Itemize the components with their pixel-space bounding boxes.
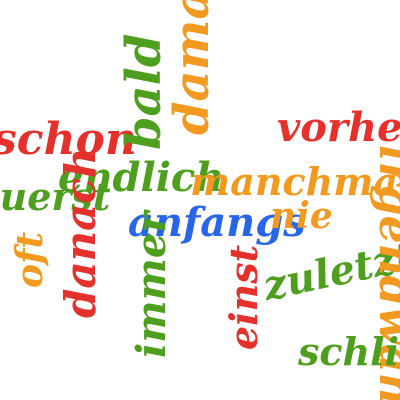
word-anfangs: anfangs (128, 199, 306, 246)
word-damals: damals (164, 0, 220, 135)
word-vorher: vorher (277, 104, 400, 151)
word-immer: immer (128, 211, 175, 358)
word-einst: einst (221, 244, 266, 350)
word-bald: bald (116, 33, 172, 150)
word-manchmal: manchmal (190, 159, 400, 204)
word-zuerst: zuerst (0, 174, 111, 219)
word-nie: nie (270, 195, 333, 237)
word-oft: oft (9, 231, 51, 288)
word-schon: schon (0, 114, 137, 165)
word-schliesslich: schließlich (298, 329, 400, 374)
word-endlich: endlich (58, 154, 225, 201)
word-danach: danach (56, 147, 105, 318)
